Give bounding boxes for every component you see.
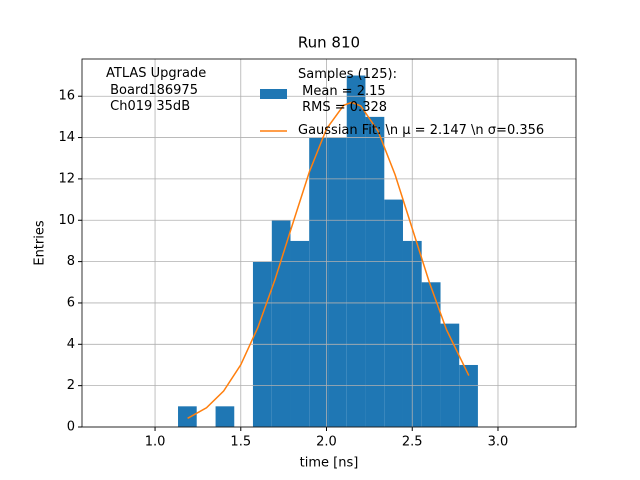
fit-line [187,101,470,419]
x-tick-label: 1.0 [145,435,166,450]
bar [178,406,197,427]
bar [459,364,478,427]
y-tick-label: 2 [67,378,75,393]
x-tick-label: 2.0 [316,435,337,450]
y-tick-label: 0 [67,420,75,435]
y-tick-label: 14 [58,130,75,145]
bar [309,137,329,427]
y-tick-label: 16 [58,89,75,104]
legend-swatch [260,89,287,99]
bar [328,137,347,427]
bar [440,323,460,427]
x-axis-label: time [ns] [300,456,359,471]
x-tick-label: 2.5 [402,435,423,450]
y-tick-label: 8 [67,254,75,269]
axes-frame [81,58,577,428]
y-axis-label: Entries [33,220,48,266]
x-tick-label: 3.0 [488,435,509,450]
y-tick-label: 4 [67,337,75,352]
bar [365,116,385,428]
bar [290,240,310,427]
bar [346,75,366,427]
annotation: ATLAS Upgrade Board186975 Ch019 35dB [106,66,207,114]
x-tick-label: 1.5 [230,435,251,450]
legend-entry: Gaussian Fit: \n μ = 2.147 \n σ=0.356 [298,123,545,138]
y-tick-label: 6 [67,295,75,310]
y-tick-label: 12 [58,171,75,186]
bar [271,220,291,427]
bar [215,406,235,427]
y-tick-label: 10 [58,213,75,228]
bar [421,282,441,427]
bar [384,199,403,427]
chart-title: Run 810 [298,34,360,52]
legend-entry: Samples (125): Mean = 2.15 RMS = 0.328 [298,67,397,115]
